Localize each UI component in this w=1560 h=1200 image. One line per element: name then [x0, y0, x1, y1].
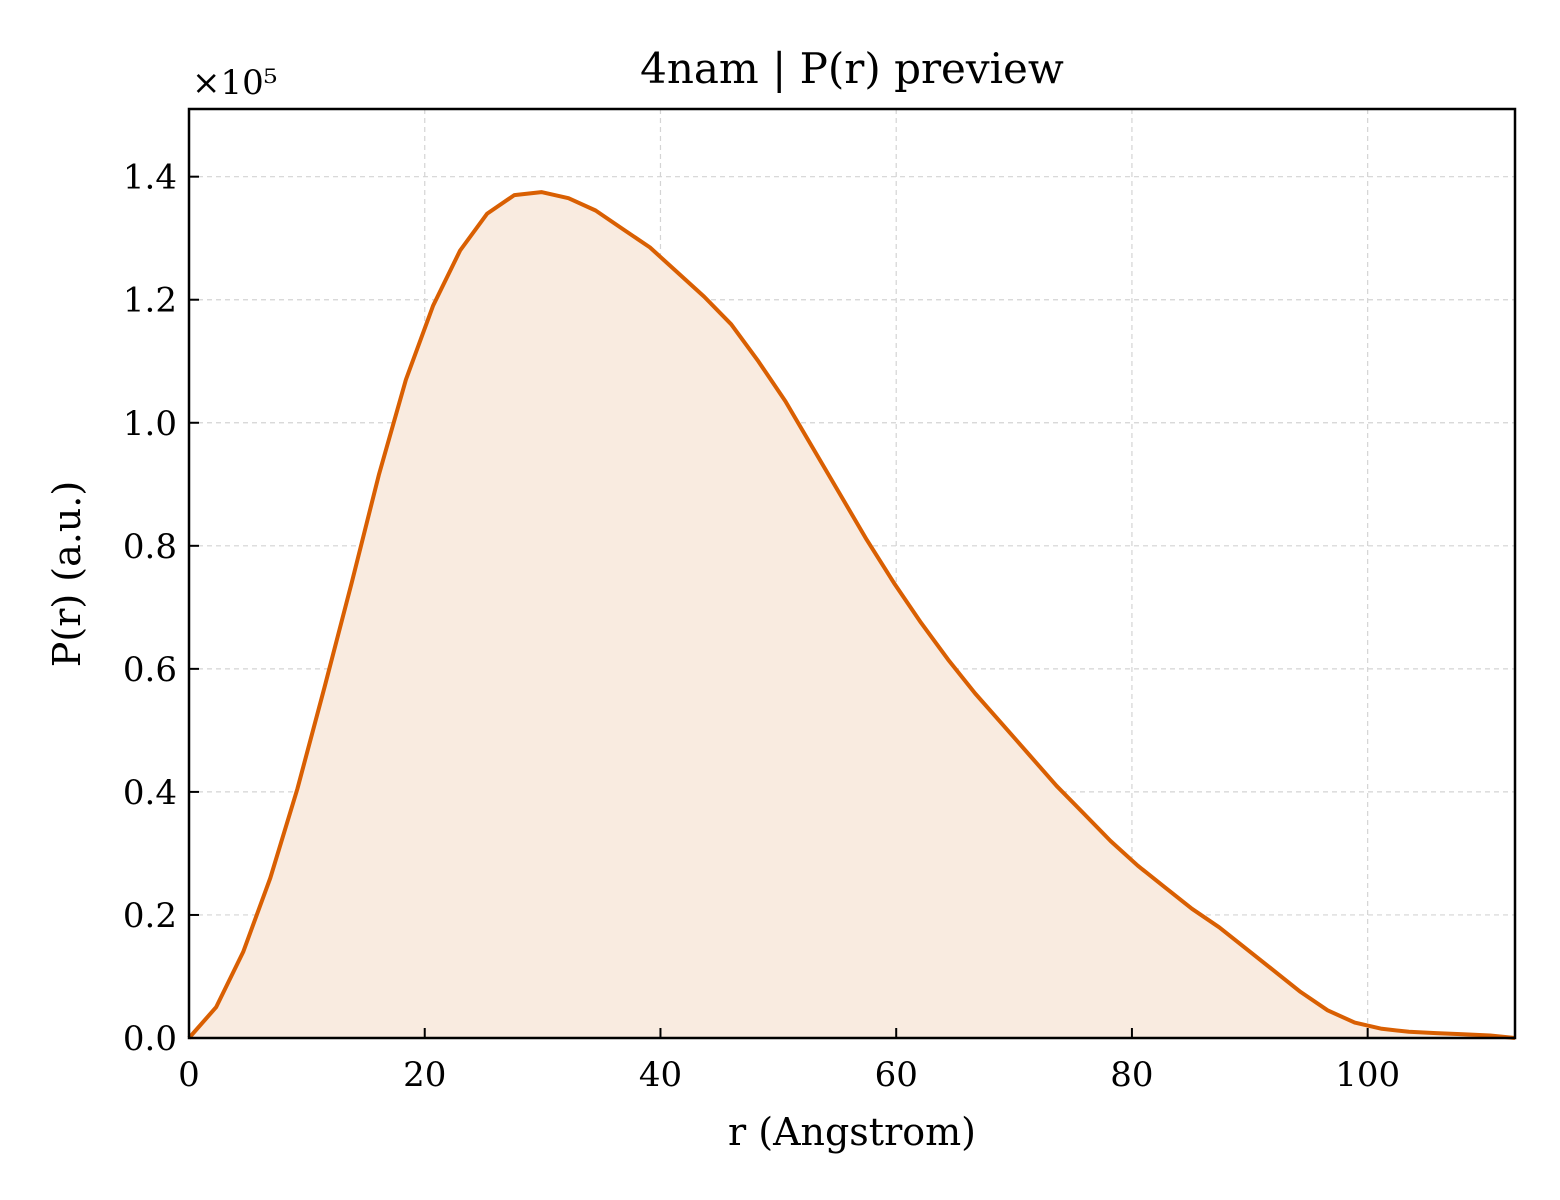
y-tick-label: 0.6: [123, 650, 177, 690]
y-tick-label: 0.4: [123, 773, 177, 813]
pr-curve-line: [187, 190, 1516, 1040]
y-axis-label: P(r) (a.u.): [45, 481, 89, 667]
chart-title: 4nam | P(r) preview: [640, 44, 1064, 93]
y-tick-label: 1.0: [123, 404, 177, 444]
x-axis-label: r (Angstrom): [728, 1110, 976, 1154]
x-tick-label: 20: [403, 1055, 446, 1095]
pr-area-fill: [189, 192, 1515, 1039]
y-multiplier-label: ×10⁵: [192, 63, 277, 103]
y-tick-label: 1.2: [123, 281, 177, 321]
x-tick-label: 40: [639, 1055, 682, 1095]
y-tick-label: 0.8: [123, 527, 177, 567]
y-tick-label: 0.0: [123, 1019, 177, 1059]
y-tick-label: 1.4: [123, 158, 177, 198]
plot-frame: [187, 107, 1517, 1040]
x-tick-label: 100: [1335, 1055, 1400, 1095]
y-tick-label: 0.2: [123, 896, 177, 936]
y-ticks: 0.0 0.2 0.4 0.6 0.8 1.0 1.2 1.4: [123, 158, 199, 1059]
x-tick-label: 0: [178, 1055, 200, 1095]
x-tick-label: 80: [1110, 1055, 1153, 1095]
x-ticks: 0 20 40 60 80 100: [178, 1028, 1400, 1095]
x-tick-label: 60: [875, 1055, 918, 1095]
